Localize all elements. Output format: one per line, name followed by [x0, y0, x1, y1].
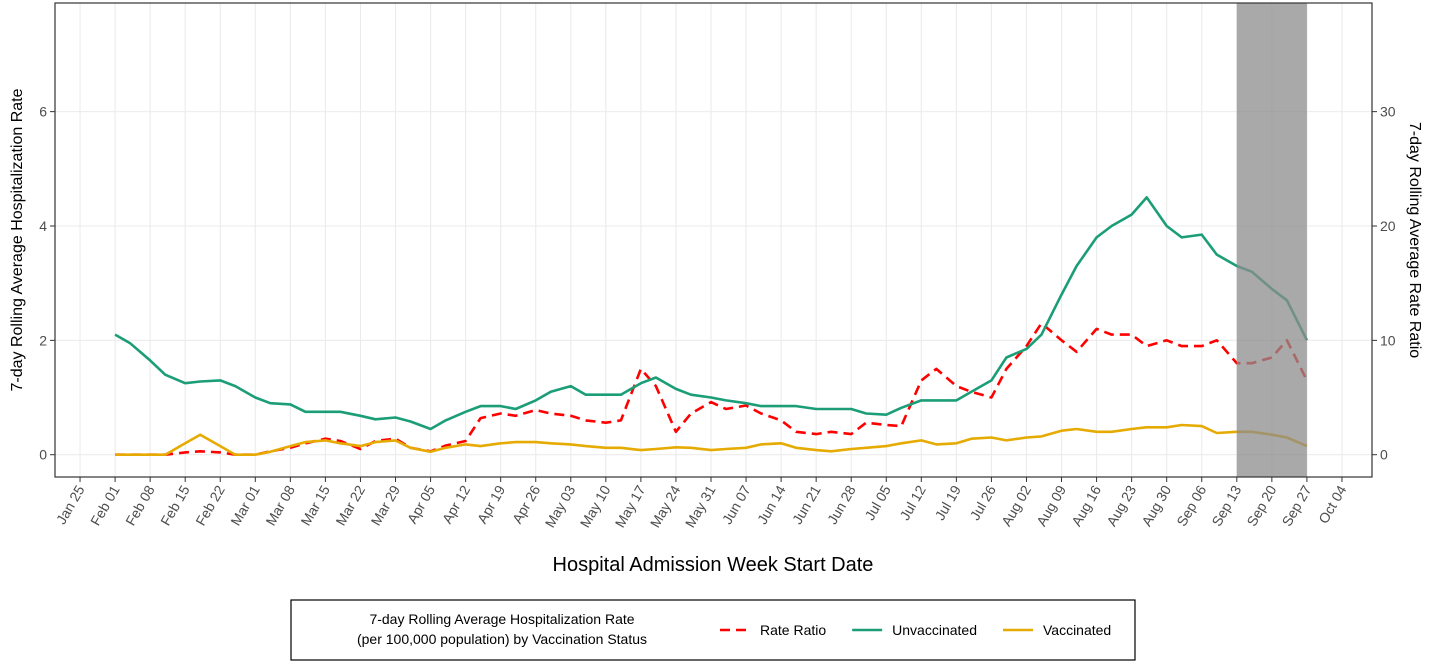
x-tick-label: Aug 02: [998, 482, 1034, 529]
x-tick-label: Jun 14: [754, 482, 789, 527]
x-tick-label: Sep 27: [1278, 482, 1314, 529]
y-tick-label: 6: [39, 104, 47, 120]
x-tick-label: Jul 12: [896, 482, 929, 523]
panel-background: [55, 3, 1372, 477]
x-tick-label: Apr 19: [474, 482, 509, 526]
x-tick-label: Jul 26: [966, 482, 999, 523]
x-tick-label: Jul 05: [861, 482, 894, 523]
y2-axis-title: 7-day Rolling Average Rate Ratio: [1406, 122, 1423, 358]
x-tick-label: May 24: [647, 482, 684, 530]
x-tick-label: Feb 22: [192, 482, 228, 528]
y-axis-title: 7-day Rolling Average Hospitalization Ra…: [9, 88, 26, 391]
panel-border: [54, 2, 1373, 478]
x-tick-label: Mar 15: [297, 482, 333, 528]
x-tick-label: Mar 29: [367, 482, 403, 528]
x-tick-label: Jan 25: [53, 482, 88, 527]
x-tick-label: Aug 30: [1138, 482, 1174, 529]
legend-label: Rate Ratio: [760, 622, 826, 638]
x-tick-label: Mar 22: [332, 482, 368, 528]
x-tick-label: Aug 16: [1068, 482, 1104, 529]
series-line: [115, 423, 1308, 456]
x-tick-label: May 03: [542, 482, 579, 530]
x-tick-label: May 17: [612, 482, 649, 530]
y-tick-label: 2: [39, 332, 47, 348]
x-tick-label: Aug 23: [1103, 482, 1139, 529]
y2-tick-label: 20: [1380, 218, 1396, 234]
x-tick-label: Apr 12: [439, 482, 474, 526]
y2-tick-label: 0: [1380, 447, 1388, 463]
y2-tick-label: 10: [1380, 332, 1396, 348]
x-tick-label: May 31: [682, 482, 719, 530]
x-tick-label: Sep 13: [1208, 482, 1244, 529]
x-tick-label: Jul 19: [931, 482, 964, 523]
x-tick-label: Mar 08: [262, 482, 298, 528]
shaded-region: [1236, 3, 1307, 477]
legend-label: Vaccinated: [1043, 622, 1111, 638]
legend-box: [290, 599, 1136, 661]
series-line: [114, 196, 1309, 431]
x-tick-label: Jun 07: [719, 482, 754, 527]
x-tick-label: Sep 06: [1173, 482, 1209, 529]
x-tick-label: May 10: [577, 482, 614, 530]
y2-tick-label: 30: [1380, 104, 1396, 120]
x-tick-label: Sep 20: [1243, 482, 1279, 529]
x-tick-label: Mar 01: [227, 482, 263, 528]
x-tick-label: Aug 09: [1033, 482, 1069, 529]
y-tick-label: 4: [39, 218, 47, 234]
x-tick-label: Jun 21: [789, 482, 824, 527]
x-tick-label: Jun 28: [824, 482, 859, 527]
plot-panel: [54, 2, 1373, 478]
x-tick-label: Apr 05: [404, 482, 439, 526]
x-tick-label: Feb 01: [87, 482, 123, 528]
legend-title: (per 100,000 population) by Vaccination …: [357, 631, 647, 647]
x-tick-label: Oct 04: [1315, 482, 1350, 526]
x-tick-label: Apr 26: [509, 482, 544, 526]
y-tick-label: 0: [39, 447, 47, 463]
x-axis-title: Hospital Admission Week Start Date: [553, 554, 874, 576]
legend-label: Unvaccinated: [892, 622, 977, 638]
x-tick-label: Feb 15: [157, 482, 193, 528]
legend-title: 7-day Rolling Average Hospitalization Ra…: [369, 611, 634, 627]
x-tick-label: Feb 08: [122, 482, 158, 528]
